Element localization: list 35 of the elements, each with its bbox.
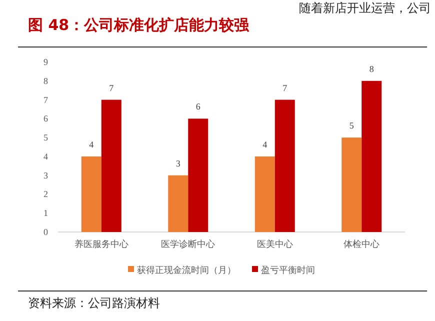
- x-tick-label: 养医服务中心: [74, 239, 128, 249]
- chart-title: 图 48：公司标准化扩店能力较强: [28, 16, 250, 34]
- bar: [188, 118, 208, 232]
- data-label: 8: [369, 64, 374, 74]
- y-tick-label: 2: [44, 189, 48, 200]
- y-tick-label: 1: [44, 208, 48, 218]
- data-label: 4: [89, 139, 94, 150]
- y-tick-label: 7: [44, 94, 48, 105]
- data-label: 7: [109, 82, 114, 93]
- y-tick-label: 3: [44, 170, 48, 180]
- bar: [168, 175, 188, 232]
- y-tick-label: 0: [44, 227, 48, 237]
- data-label: 3: [176, 158, 181, 168]
- data-label: 6: [196, 102, 201, 112]
- x-tick-label: 体检中心: [344, 239, 380, 249]
- bar: [101, 100, 122, 232]
- data-label: 5: [349, 120, 354, 131]
- bar: [362, 80, 382, 232]
- y-tick-label: 4: [44, 151, 48, 162]
- text: 资料来源：公司路演材料: [28, 296, 160, 310]
- bar: [254, 156, 275, 232]
- x-tick-label: 医学诊断中心: [161, 239, 216, 249]
- bar: [342, 138, 362, 232]
- y-tick-label: 6: [44, 114, 48, 124]
- data-label: 7: [282, 82, 288, 93]
- data-label: 4: [262, 139, 268, 150]
- x-tick-label: 医美中心: [256, 239, 293, 249]
- bar: [81, 156, 102, 232]
- legend-label: 获得正现金流时间（月）: [137, 265, 236, 275]
- y-tick-label: 5: [44, 132, 48, 143]
- bar: [274, 100, 295, 232]
- y-tick-label: 9: [44, 57, 48, 67]
- text: 随着新店开业运营，公司: [299, 1, 431, 15]
- legend-label: 盈亏平衡时间: [261, 265, 315, 275]
- y-tick-label: 8: [44, 76, 48, 86]
